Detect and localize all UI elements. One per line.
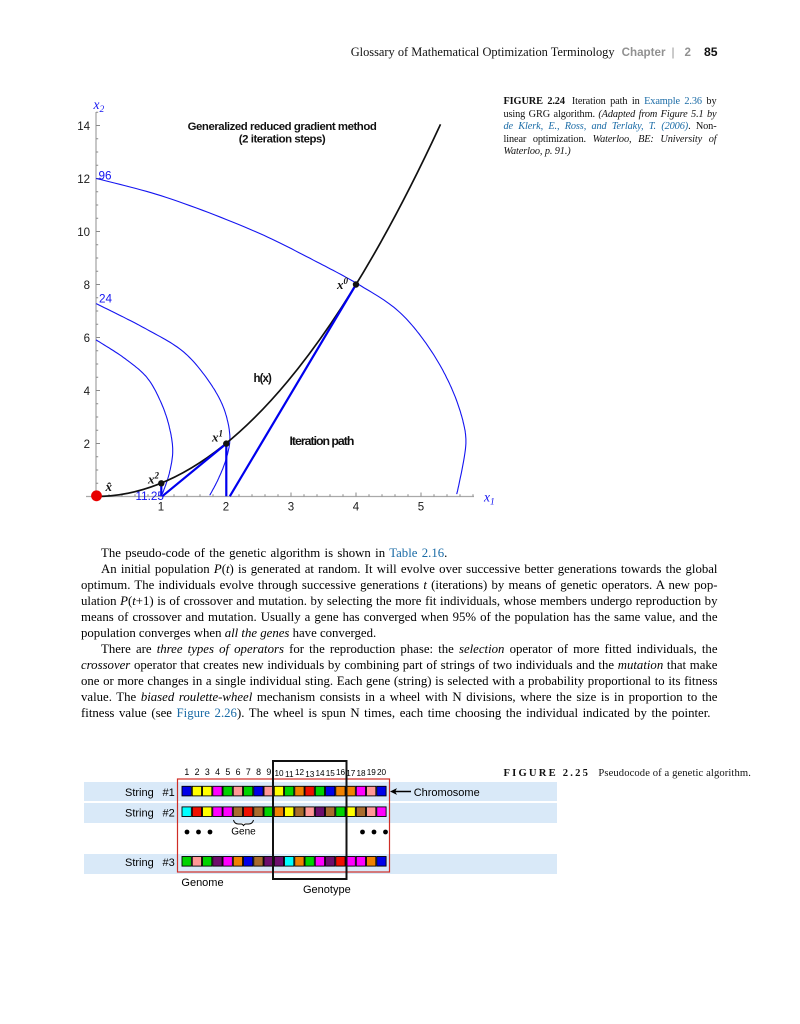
svg-text:Gene: Gene	[231, 827, 256, 838]
svg-text:16: 16	[336, 768, 346, 777]
svg-text:Genome: Genome	[181, 877, 223, 889]
svg-text:1: 1	[184, 767, 189, 777]
svg-text:15: 15	[326, 769, 336, 778]
svg-text:2: 2	[223, 502, 229, 514]
svg-text:3: 3	[205, 767, 210, 777]
svg-text:17: 17	[346, 769, 356, 778]
svg-text:19: 19	[367, 768, 377, 777]
svg-text:Genotype: Genotype	[303, 884, 351, 896]
svg-text:8: 8	[84, 280, 90, 292]
svg-text:x̂: x̂	[105, 479, 113, 494]
svg-text:#1: #1	[163, 787, 175, 799]
svg-text:x2: x2	[93, 97, 105, 115]
svg-text:Chromosome: Chromosome	[414, 787, 480, 799]
svg-text:#3: #3	[163, 857, 175, 869]
svg-text:11.25: 11.25	[136, 490, 165, 503]
svg-text:4: 4	[353, 502, 360, 514]
svg-text:2: 2	[195, 767, 200, 777]
svg-text:6: 6	[236, 767, 241, 777]
svg-text:20: 20	[377, 768, 387, 777]
svg-text:x1: x1	[483, 490, 495, 508]
svg-text:String: String	[125, 857, 154, 869]
svg-text:7: 7	[246, 767, 251, 777]
svg-text:14: 14	[77, 121, 90, 133]
svg-text:9: 9	[266, 767, 271, 777]
svg-text:6: 6	[84, 333, 90, 345]
svg-text:2: 2	[84, 439, 90, 451]
svg-text:String: String	[125, 808, 154, 820]
svg-text:11: 11	[285, 770, 294, 779]
svg-text:12: 12	[77, 174, 90, 186]
svg-text:4: 4	[215, 767, 220, 777]
svg-text:x0: x0	[336, 276, 349, 292]
svg-text:12: 12	[295, 768, 305, 777]
svg-text:(2 iteration steps): (2 iteration steps)	[239, 134, 326, 146]
svg-text:3: 3	[288, 502, 294, 514]
svg-text:10: 10	[77, 227, 90, 239]
svg-text:13: 13	[305, 770, 315, 779]
svg-text:8: 8	[256, 767, 261, 777]
svg-text:96: 96	[99, 169, 112, 182]
svg-text:1: 1	[158, 502, 164, 514]
svg-text:x1: x1	[211, 429, 223, 445]
svg-text:Iteration path: Iteration path	[290, 434, 354, 448]
svg-text:String: String	[125, 787, 154, 799]
svg-text:5: 5	[418, 502, 424, 514]
svg-text:4: 4	[84, 386, 91, 398]
svg-text:18: 18	[356, 769, 366, 778]
svg-text:10: 10	[274, 769, 284, 778]
svg-text:24: 24	[99, 293, 113, 306]
svg-text:#2: #2	[163, 808, 175, 820]
svg-text:14: 14	[315, 769, 325, 778]
svg-text:Generalized reduced gradient m: Generalized reduced gradient method	[188, 121, 377, 133]
svg-text:h(x): h(x)	[254, 373, 273, 385]
svg-text:5: 5	[225, 767, 230, 777]
